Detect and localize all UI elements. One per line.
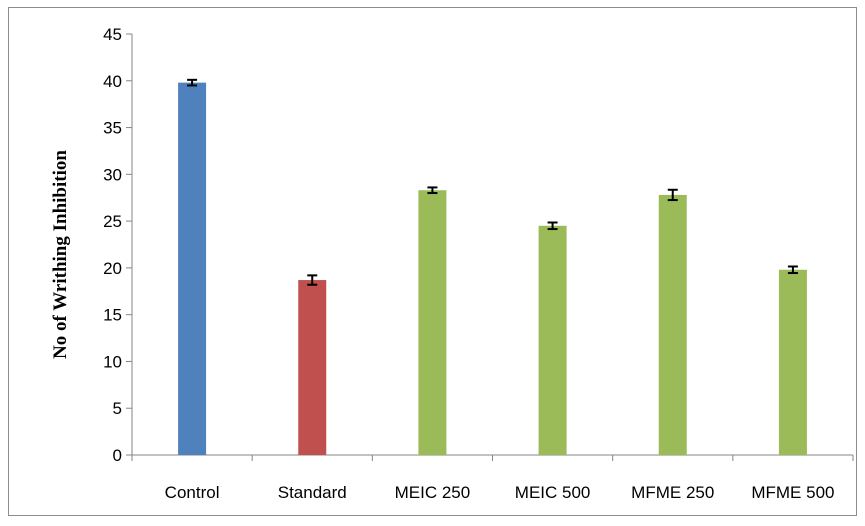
bar bbox=[778, 269, 807, 455]
y-axis-label: No of Writhing Inhibition bbox=[50, 150, 71, 359]
y-tick-label: 20 bbox=[103, 259, 122, 278]
x-tick-label: MFME 250 bbox=[631, 483, 714, 502]
y-tick-label: 40 bbox=[103, 72, 122, 91]
x-tick-label: Standard bbox=[278, 483, 347, 502]
error-bar bbox=[667, 188, 678, 202]
x-tick-label: MEIC 250 bbox=[395, 483, 471, 502]
y-tick-label: 30 bbox=[103, 165, 122, 184]
error-bars bbox=[187, 78, 798, 286]
bar bbox=[538, 225, 567, 455]
bar bbox=[418, 190, 447, 455]
x-tick-labels: Control Standard MEIC 250 MEIC 500 MFME 250 M… bbox=[165, 483, 835, 502]
x-tick-label: MEIC 500 bbox=[515, 483, 591, 502]
y-tick-label: 35 bbox=[103, 119, 122, 138]
bar bbox=[298, 280, 327, 455]
y-tick-label: 45 bbox=[103, 25, 122, 44]
error-bar bbox=[547, 221, 558, 231]
y-tick-label: 15 bbox=[103, 306, 122, 325]
x-axis bbox=[131, 454, 854, 461]
error-bar bbox=[187, 78, 198, 87]
error-bar bbox=[427, 186, 438, 195]
bar bbox=[658, 194, 687, 455]
y-axis bbox=[126, 33, 133, 456]
bar bbox=[178, 82, 207, 455]
error-bar bbox=[307, 274, 318, 286]
y-tick-label: 10 bbox=[103, 352, 122, 371]
x-tick-label: MFME 500 bbox=[751, 483, 834, 502]
x-tick-label: Control bbox=[165, 483, 220, 502]
bars bbox=[178, 82, 807, 455]
y-tick-label: 0 bbox=[113, 446, 122, 465]
y-tick-label: 5 bbox=[113, 399, 122, 418]
y-tick-labels: 0 5 10 15 20 25 30 35 40 45 bbox=[103, 25, 122, 465]
error-bar bbox=[787, 265, 798, 275]
y-tick-label: 25 bbox=[103, 212, 122, 231]
